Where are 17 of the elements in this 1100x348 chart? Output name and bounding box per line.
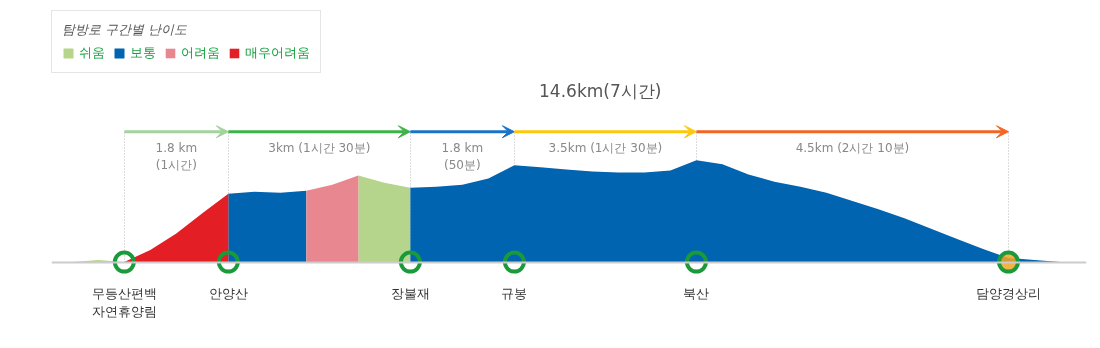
x-tick-label: 무등산편백 자연휴양림 bbox=[91, 286, 157, 320]
x-tick-label: 안양산 bbox=[208, 286, 248, 302]
legend-label: 매우어려움 bbox=[245, 44, 310, 62]
legend-title: 탐방로 구간별 난이도 bbox=[62, 21, 189, 39]
legend-label: 쉬움 bbox=[79, 44, 105, 62]
text: 3.5km (1시간 30분) bbox=[548, 140, 663, 155]
x-tick-label: 북산 bbox=[683, 286, 710, 302]
legend-label: 보통 bbox=[130, 44, 156, 62]
annotation: 1.8 km (1시간) bbox=[155, 140, 198, 172]
x-tick-label: 장불재 bbox=[390, 286, 430, 302]
x-tick-label: 규봉 bbox=[501, 286, 528, 302]
chart-title: 14.6km(7시간) bbox=[539, 80, 662, 101]
x-tick-label: 담양경상리 bbox=[975, 286, 1041, 302]
text: 3km (1시간 30분) bbox=[268, 140, 371, 155]
legend-label: 어려움 bbox=[181, 44, 220, 62]
text: 4.5km (2시간 10분) bbox=[795, 140, 910, 155]
annotation: 1.8 km (50분) bbox=[441, 140, 484, 172]
